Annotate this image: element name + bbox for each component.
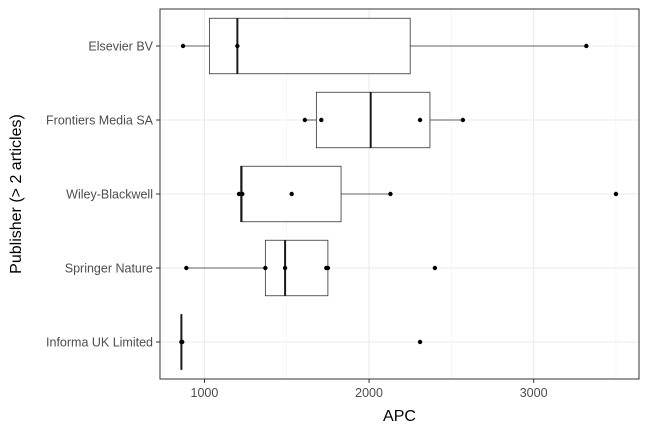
- data-point: [180, 43, 186, 49]
- y-tick-label: Frontiers Media SA: [46, 114, 154, 128]
- data-point: [240, 191, 245, 197]
- x-axis-title: APC: [383, 408, 416, 425]
- data-point: [289, 191, 294, 197]
- y-tick-label: Wiley-Blackwell: [66, 188, 153, 202]
- x-axis: 1000 2000 3000: [191, 379, 548, 400]
- y-tick-label: Informa UK Limited: [46, 336, 153, 350]
- y-tick-label: Springer Nature: [65, 262, 153, 276]
- data-point: [302, 117, 308, 123]
- data-point: [235, 43, 240, 49]
- data-point: [263, 265, 268, 271]
- data-point: [432, 265, 438, 271]
- data-point: [236, 191, 242, 197]
- data-point: [613, 191, 619, 197]
- y-axis: Elsevier BV Frontiers Media SA Wiley-Black…: [46, 40, 160, 350]
- data-point: [319, 117, 324, 123]
- data-point: [460, 117, 466, 123]
- data-point: [417, 339, 423, 345]
- point-layer: [179, 43, 619, 345]
- data-point: [180, 339, 185, 345]
- data-point: [325, 265, 331, 271]
- box-iqr: [264, 239, 329, 297]
- data-point: [388, 191, 393, 197]
- y-axis-title: Publisher (> 2 articles): [8, 114, 25, 274]
- x-tick-label: 3000: [520, 386, 548, 400]
- data-point: [417, 117, 423, 123]
- box-layer: [180, 17, 587, 371]
- data-point: [584, 43, 589, 49]
- data-point: [282, 265, 288, 271]
- x-tick-label: 2000: [355, 386, 383, 400]
- box-iqr: [208, 17, 411, 75]
- box-iqr: [315, 91, 431, 149]
- x-tick-label: 1000: [191, 386, 219, 400]
- data-point: [184, 265, 189, 271]
- y-tick-label: Elsevier BV: [88, 40, 153, 54]
